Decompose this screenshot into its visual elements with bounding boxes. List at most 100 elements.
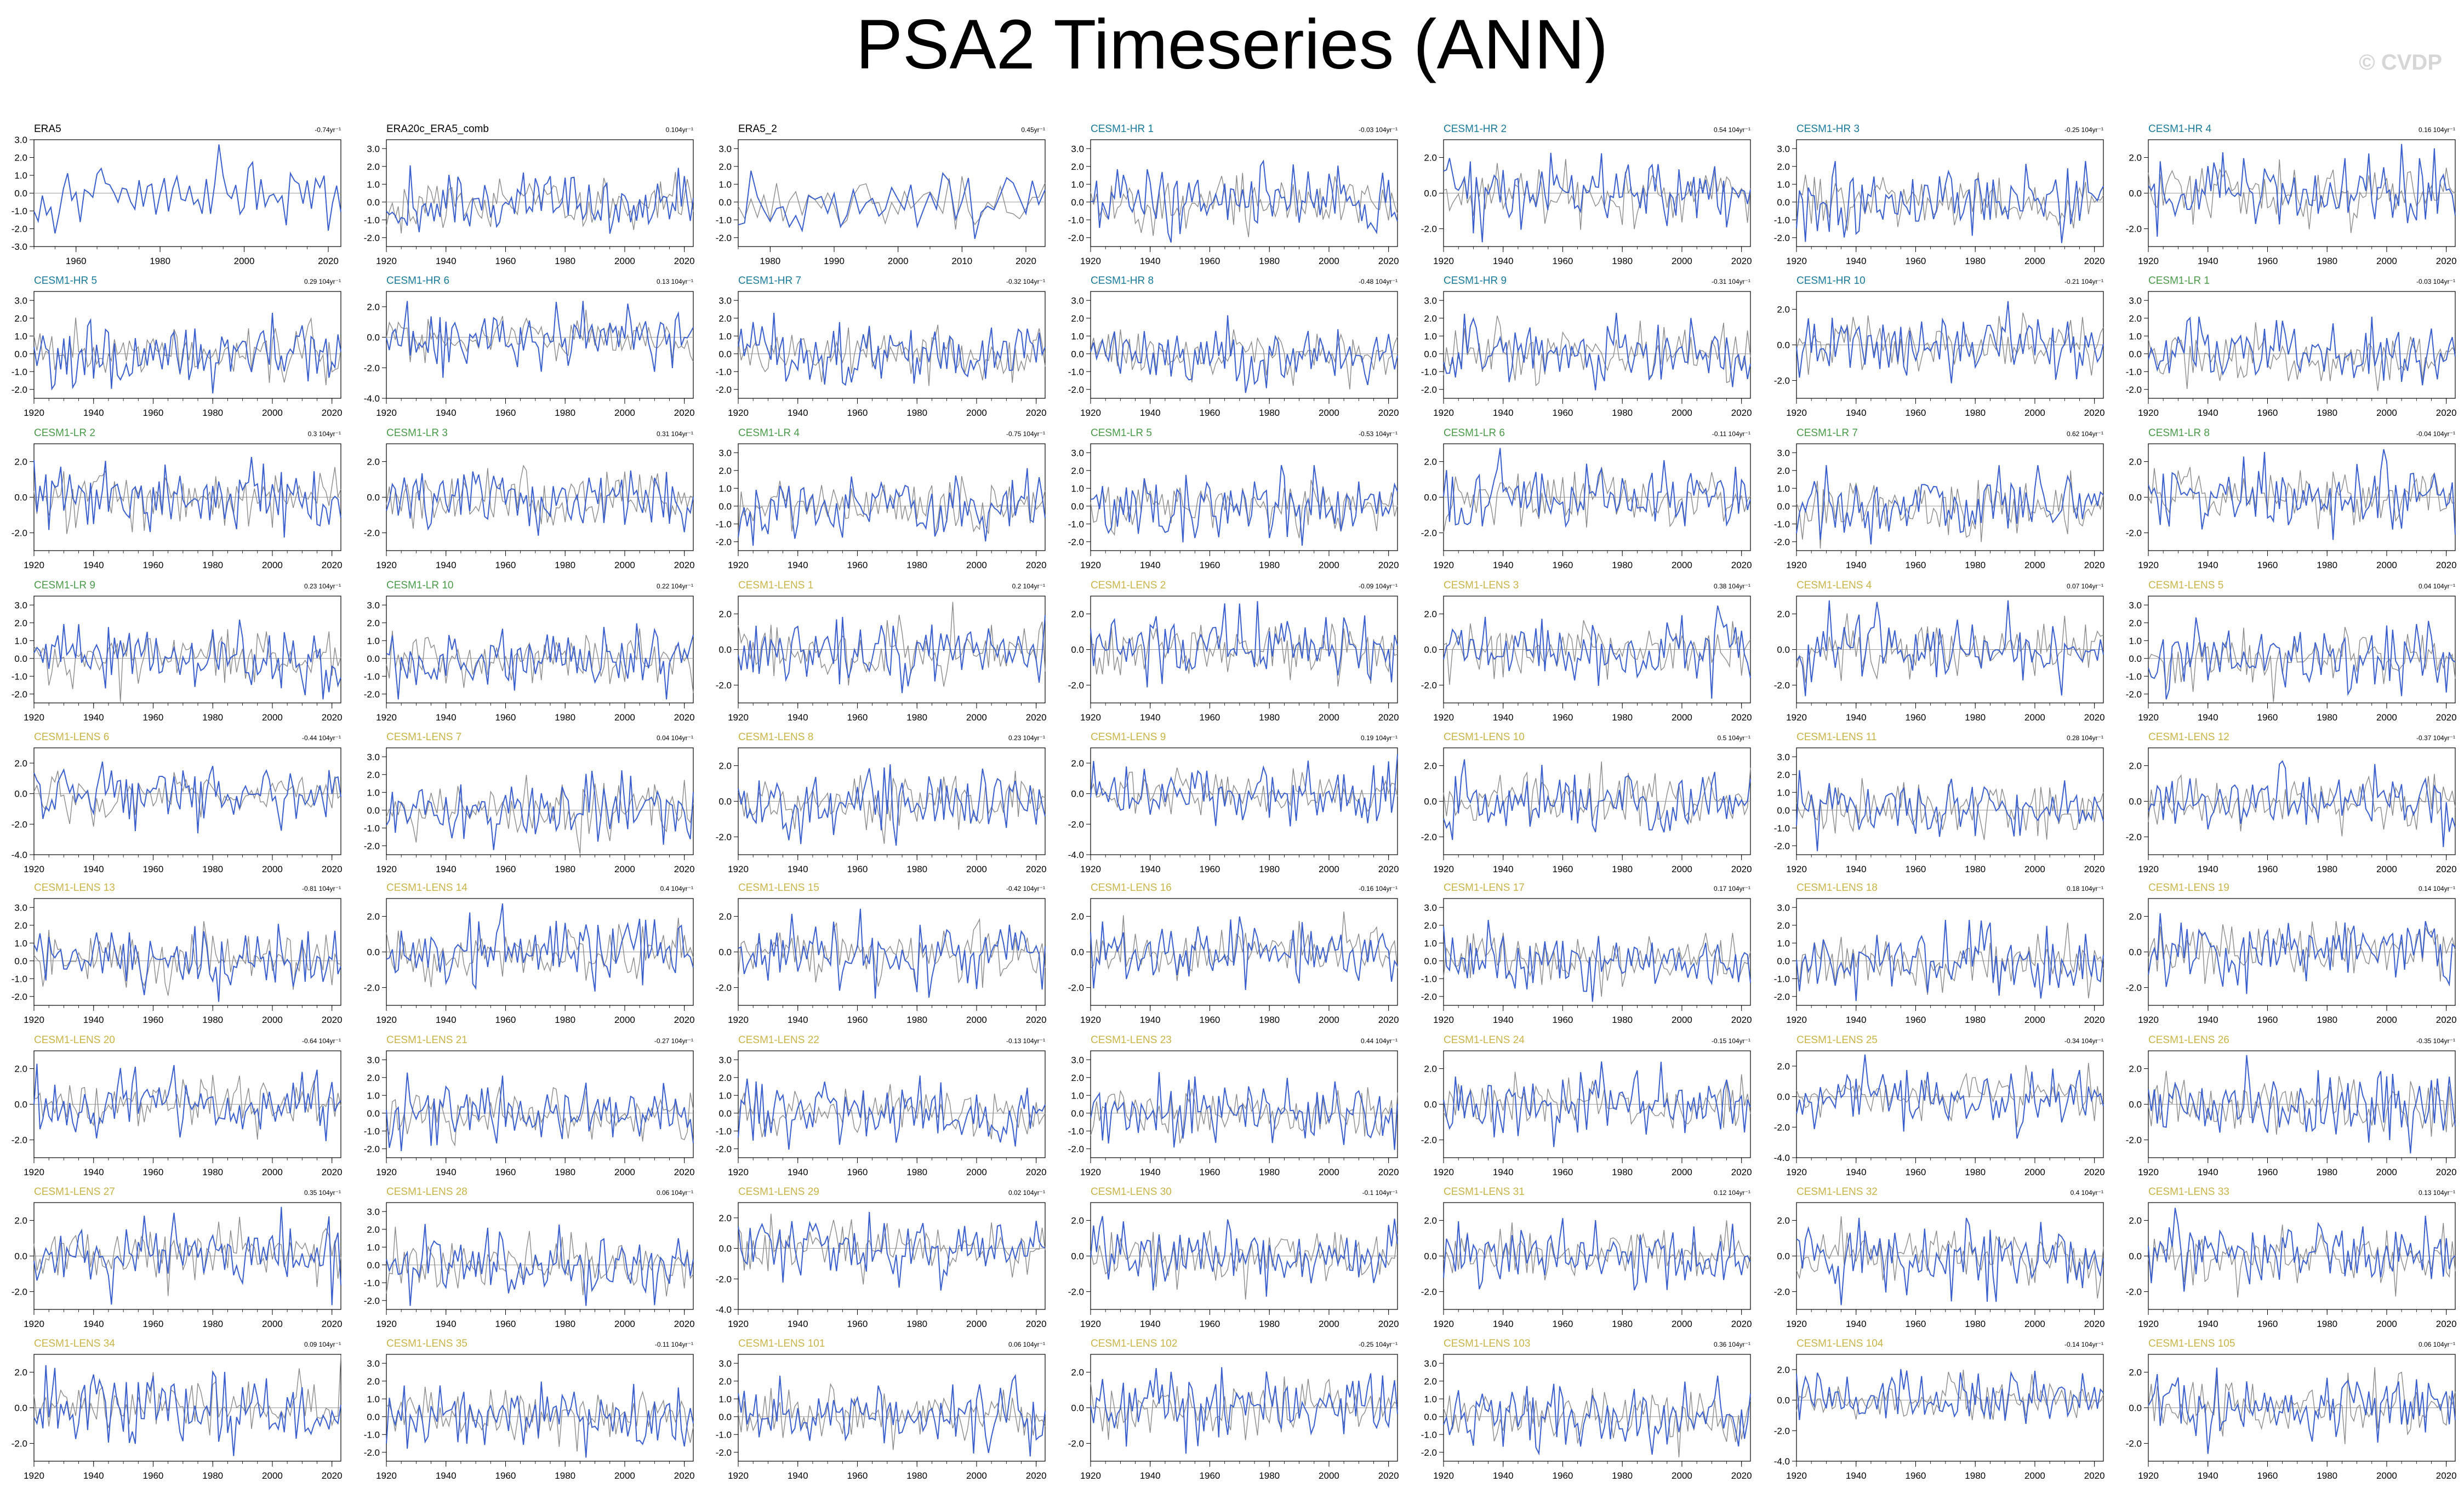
y-tick-label: -2.0 [716, 983, 732, 993]
reference-series-line [1090, 173, 1398, 237]
x-tick-label: 2000 [262, 1015, 283, 1025]
reference-series-line [738, 176, 1046, 230]
x-tick-label: 1940 [1846, 1471, 1867, 1481]
panel-trend-cesm1-lens-25: -0.34 104yr⁻¹ [2064, 1037, 2103, 1045]
x-tick-label: 1960 [495, 560, 516, 570]
panel-label-cesm1-lens-2: CESM1-LENS 2 [1091, 580, 1166, 591]
x-tick-label: 1980 [906, 864, 927, 874]
panel-trend-cesm1-hr-7: -0.32 104yr⁻¹ [1006, 278, 1045, 285]
x-tick-label: 2000 [2024, 1167, 2045, 1177]
panel-label-cesm1-lens-5: CESM1-LENS 5 [2148, 580, 2223, 591]
y-tick-label: 3.0 [14, 600, 27, 610]
y-tick-label: -2.0 [2126, 1439, 2142, 1449]
x-tick-label: 2020 [2084, 1471, 2105, 1481]
x-tick-label: 1940 [788, 1167, 808, 1177]
x-tick-label: 2020 [1026, 1319, 1047, 1329]
y-tick-label: 2.0 [1424, 153, 1437, 163]
x-tick-label: 1960 [2257, 256, 2278, 266]
x-tick-label: 1940 [1846, 1167, 1867, 1177]
x-tick-label: 1940 [83, 712, 104, 723]
panel-trend-era5: -0.74yr⁻¹ [315, 126, 341, 134]
panel-label-cesm1-lr-3: CESM1-LR 3 [386, 427, 448, 439]
y-tick-label: -2.0 [2126, 1287, 2142, 1297]
y-tick-label: -2.0 [2126, 224, 2142, 234]
y-tick-label: 0.0 [1424, 493, 1437, 503]
series-line-cesm1-lr-10 [386, 623, 694, 700]
panel-frame-cesm1-lens-5 [2148, 596, 2456, 703]
panel-label-era5-2: ERA5_2 [738, 123, 777, 135]
panel-trend-cesm1-lr-3: 0.31 104yr⁻¹ [657, 430, 693, 438]
y-tick-label: -2.0 [2126, 385, 2142, 395]
y-tick-label: 0.0 [367, 1412, 380, 1422]
reference-series-line [2148, 1367, 2456, 1444]
x-tick-label: 2020 [2436, 408, 2457, 418]
x-tick-label: 1920 [2138, 1015, 2159, 1025]
panel-frame-cesm1-lens-6 [33, 747, 341, 855]
x-tick-label: 2020 [674, 712, 695, 723]
x-tick-label: 2020 [2084, 712, 2105, 723]
reference-series-line [1796, 923, 2104, 999]
y-tick-label: -1.0 [1421, 367, 1437, 377]
y-tick-label: 0.0 [367, 333, 380, 343]
series-line-cesm1-lens-10 [1443, 759, 1751, 840]
y-tick-label: -1.0 [364, 1126, 380, 1136]
watermark: © CVDP [2359, 50, 2442, 75]
panel-label-era20c-era5-comb: ERA20c_ERA5_comb [386, 123, 489, 135]
x-tick-label: 2000 [262, 408, 283, 418]
x-tick-label: 1980 [1965, 256, 1986, 266]
y-tick-label: -1.0 [1774, 974, 1790, 984]
x-tick-label: 2020 [2436, 1471, 2457, 1481]
panel-frame-cesm1-hr-7 [738, 291, 1046, 399]
x-tick-label: 2020 [322, 560, 343, 570]
x-tick-label: 1920 [1433, 408, 1454, 418]
y-tick-label: 3.0 [1424, 902, 1437, 913]
panel-trend-cesm1-lens-32: 0.4 104yr⁻¹ [2071, 1189, 2103, 1197]
x-tick-label: 2020 [674, 864, 695, 874]
x-tick-label: 1980 [1259, 256, 1280, 266]
y-tick-label: 2.0 [1777, 920, 1790, 931]
x-tick-label: 1960 [143, 1471, 164, 1481]
x-tick-label: 1920 [376, 256, 397, 266]
y-tick-label: -1.0 [1068, 1126, 1084, 1136]
x-tick-label: 1940 [788, 1319, 808, 1329]
panel-trend-cesm1-lens-4: 0.07 104yr⁻¹ [2067, 582, 2103, 590]
x-tick-label: 2000 [2376, 864, 2397, 874]
x-tick-label: 2020 [2084, 1319, 2105, 1329]
panel-trend-cesm1-lens-30: -0.1 104yr⁻¹ [1362, 1189, 1398, 1197]
x-tick-label: 1980 [2317, 864, 2337, 874]
y-tick-label: 0.0 [1777, 645, 1790, 655]
x-tick-label: 1920 [1080, 560, 1101, 570]
x-tick-label: 1960 [1906, 1471, 1926, 1481]
panel-label-cesm1-lens-18: CESM1-LENS 18 [1796, 882, 1878, 894]
y-tick-label: 0.0 [1071, 789, 1084, 799]
y-tick-label: 2.0 [1071, 1216, 1084, 1226]
x-tick-label: 2000 [262, 1167, 283, 1177]
x-tick-label: 1980 [1965, 1015, 1986, 1025]
panel-label-cesm1-lr-9: CESM1-LR 9 [34, 580, 95, 591]
x-tick-label: 2000 [2376, 256, 2397, 266]
y-tick-label: 2.0 [718, 1073, 732, 1083]
x-tick-label: 1960 [1200, 1471, 1220, 1481]
x-tick-label: 1960 [1906, 712, 1926, 723]
x-tick-label: 1920 [24, 864, 44, 874]
x-tick-label: 1920 [376, 1471, 397, 1481]
series-line-era20c-era5-comb [386, 165, 694, 234]
y-tick-label: -2.0 [12, 1135, 27, 1146]
x-tick-label: 2000 [614, 256, 635, 266]
y-tick-label: 2.0 [1424, 1064, 1437, 1074]
y-tick-label: -1.0 [1068, 215, 1084, 225]
x-tick-label: 1980 [555, 560, 575, 570]
x-tick-label: 1980 [2317, 408, 2337, 418]
y-tick-label: 0.0 [1777, 1395, 1790, 1406]
x-tick-label: 1940 [83, 864, 104, 874]
x-tick-label: 1980 [555, 1015, 575, 1025]
panel-trend-cesm1-lens-9: 0.19 104yr⁻¹ [1361, 734, 1398, 742]
panel-label-cesm1-lens-6: CESM1-LENS 6 [34, 731, 109, 743]
x-tick-label: 1960 [1906, 1015, 1926, 1025]
x-tick-label: 1920 [1433, 560, 1454, 570]
y-tick-label: -1.0 [12, 206, 27, 216]
y-tick-label: 0.0 [1777, 805, 1790, 816]
x-tick-label: 2020 [2436, 1319, 2457, 1329]
y-tick-label: 2.0 [718, 162, 732, 172]
panel-trend-cesm1-hr-9: -0.31 104yr⁻¹ [1712, 278, 1750, 285]
